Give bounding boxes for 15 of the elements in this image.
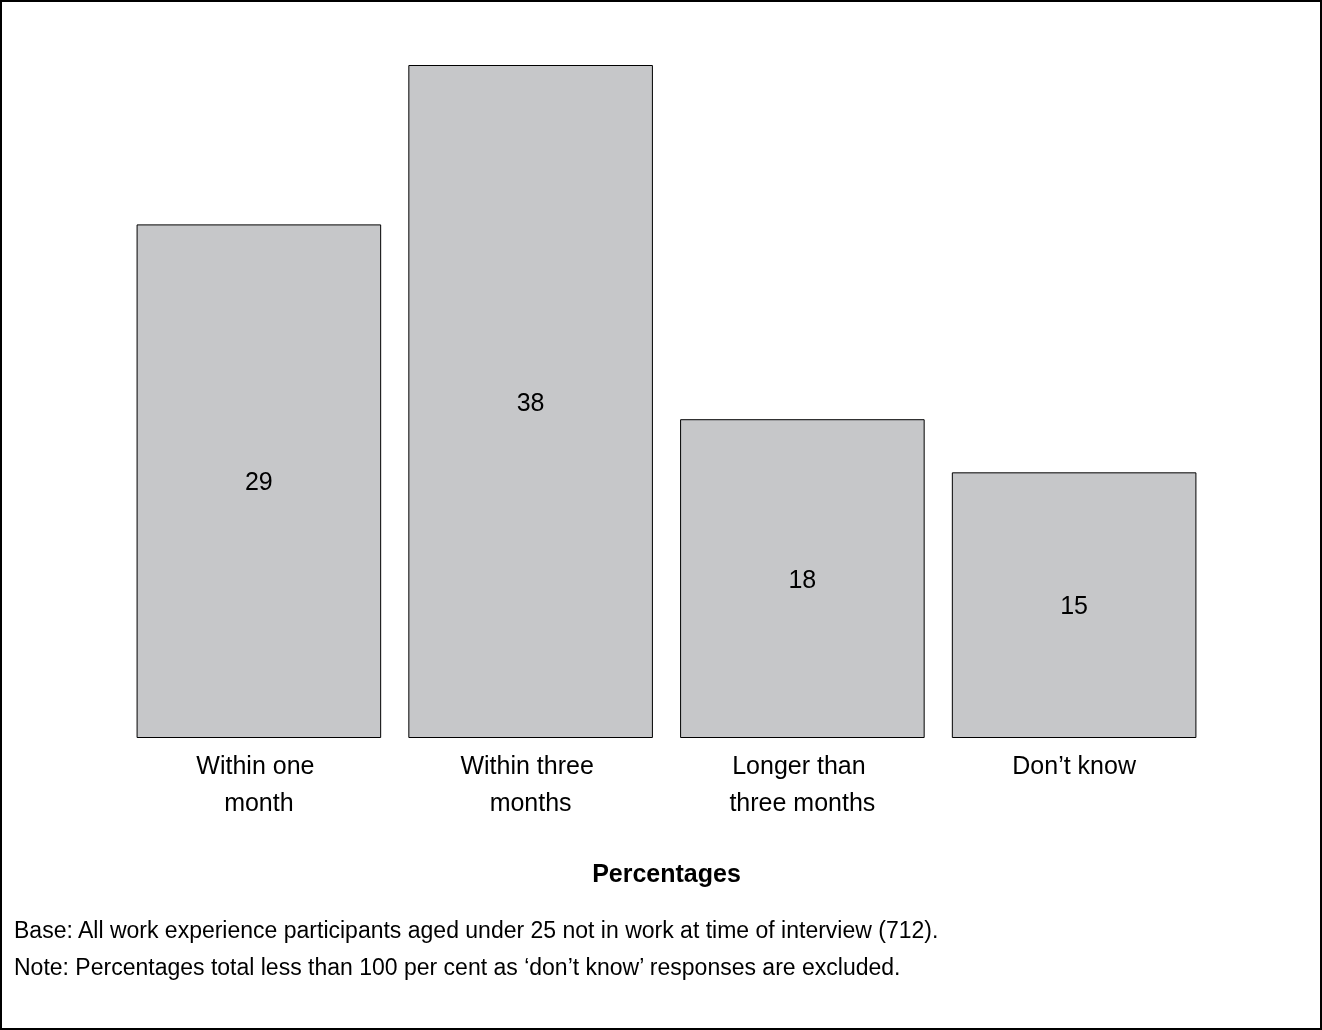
data-label: 15 [1060,591,1089,620]
data-label: 18 [788,564,817,593]
bar [136,224,382,738]
bar [408,65,653,738]
data-label: 38 [516,387,545,416]
text: Note: Percentages total less than 100 per cent as ‘don’t know’ responses are excluded. [14,953,902,982]
x-tick-label: Longer than three months [729,750,876,816]
text: Base: All work experience participants aged under 25 not in work at time of interview (712). [14,916,939,945]
x-tick-label: Within one month [196,750,322,816]
bar [680,419,925,738]
bar [951,472,1197,738]
x-axis-title: Percentages [592,858,741,887]
x-tick-label: Within three months [460,750,601,816]
data-label: 29 [244,467,273,496]
x-tick-label: Don’t know [1012,750,1137,779]
